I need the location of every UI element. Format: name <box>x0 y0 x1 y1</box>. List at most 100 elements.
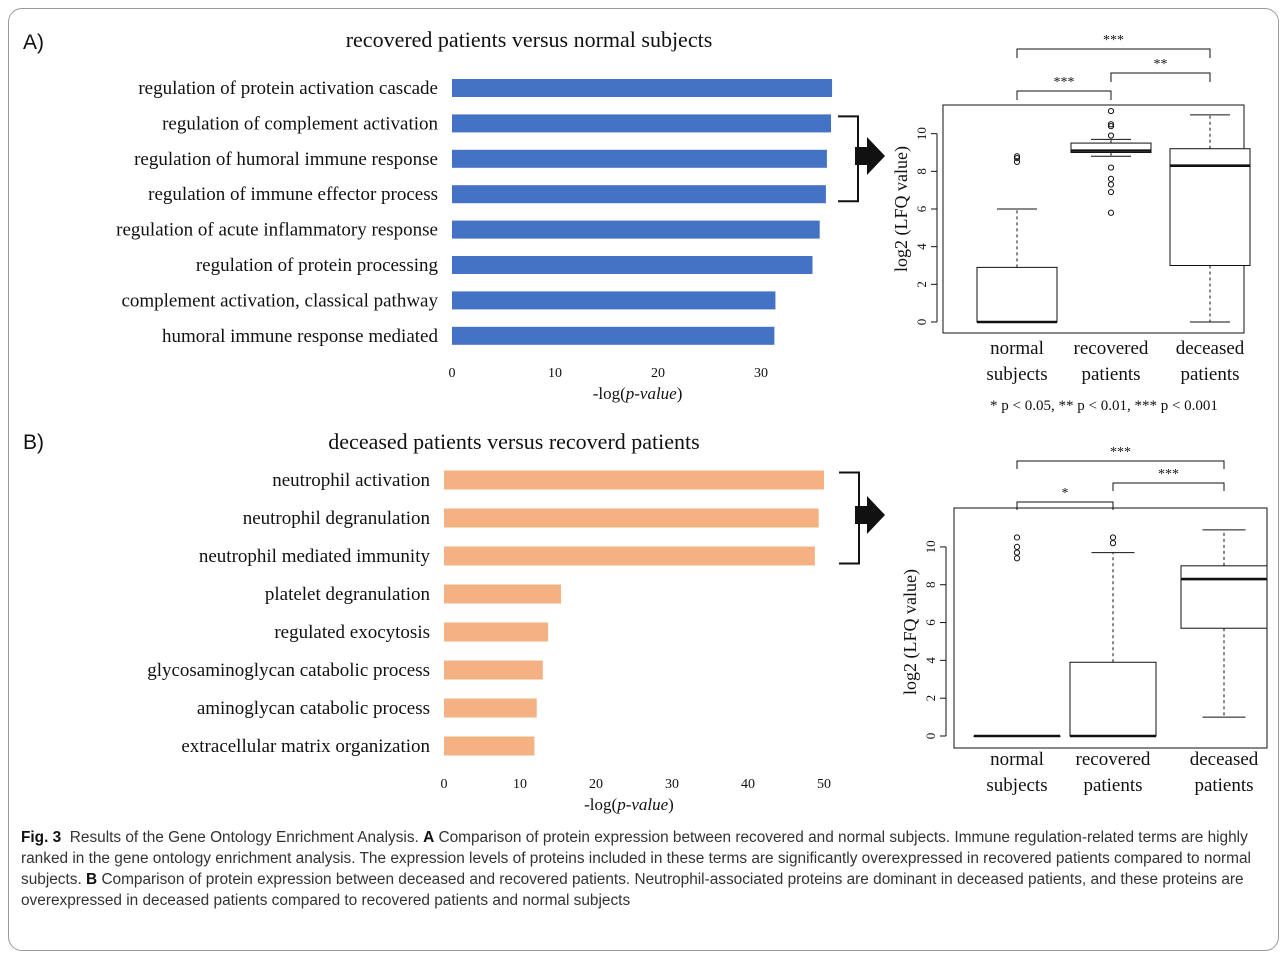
y-tick-label: 10 <box>923 540 938 553</box>
figure: A) recovered patients versus normal subj… <box>8 8 1279 951</box>
category-label: neutrophil activation <box>272 470 430 491</box>
outlier-point <box>1107 175 1115 182</box>
outlier-point <box>1107 188 1115 196</box>
category-label: regulation of humoral immune response <box>134 149 438 170</box>
arrow-shape <box>855 137 885 175</box>
category-label: neutrophil degranulation <box>243 508 431 529</box>
bar <box>444 584 562 604</box>
box <box>976 266 1058 323</box>
x-axis-label-part: -log( <box>593 384 626 403</box>
x-tick-label: 0 <box>449 366 456 381</box>
y-tick-label: 4 <box>914 243 929 250</box>
significance-label: *** <box>1103 33 1124 48</box>
category-label: regulation of immune effector process <box>148 184 438 205</box>
box-category-label: patients <box>1083 775 1142 796</box>
y-axis-label: log2 (LFQ value) <box>900 569 921 695</box>
panel-a-title: recovered patients versus normal subject… <box>346 27 713 52</box>
x-tick-label: 10 <box>548 366 562 381</box>
significance-bracket <box>1016 48 1211 58</box>
bar <box>452 326 775 345</box>
caption-fig-label: Fig. 3 <box>21 829 62 846</box>
category-label: complement activation, classical pathway <box>121 290 438 311</box>
x-tick-label: 30 <box>754 366 768 381</box>
box-category-label: subjects <box>986 775 1047 796</box>
outlier-point <box>1013 555 1021 562</box>
significance-label: *** <box>1110 445 1131 460</box>
y-tick-label: 8 <box>914 168 929 175</box>
x-tick-label: 40 <box>741 777 755 792</box>
category-label: extracellular matrix organization <box>181 736 430 757</box>
box-category-label: deceased <box>1176 338 1245 359</box>
panel-a-arrow-icon <box>855 137 885 175</box>
bar <box>452 256 813 274</box>
x-tick-label: 20 <box>651 366 665 381</box>
bar <box>452 185 826 204</box>
y-tick-label: 4 <box>923 657 938 664</box>
box-category-label: recovered <box>1074 338 1149 359</box>
box-category-label: patients <box>1180 364 1239 385</box>
caption-label-a: A <box>423 829 435 846</box>
category-label: regulation of protein activation cascade <box>138 78 438 99</box>
outlier-point <box>1013 153 1021 160</box>
outlier-point <box>1109 540 1117 547</box>
x-tick-label: 30 <box>665 777 679 792</box>
panel-a-bar-chart: regulation of protein activation cascade… <box>116 78 833 403</box>
bar <box>444 736 535 756</box>
category-label: neutrophil mediated immunity <box>199 546 431 567</box>
panel-b-boxplot: 0 2 4 6 8 10 log2 (LFQ value) normal subjects rec… <box>900 445 1268 796</box>
bar <box>452 114 832 133</box>
y-tick-label: 0 <box>914 319 929 326</box>
category-label: humoral immune response mediated <box>162 326 438 347</box>
box <box>1180 565 1268 629</box>
significance-bracket <box>1016 460 1225 469</box>
category-label: regulation of acute inflammatory respons… <box>116 220 438 241</box>
box-category-label: patients <box>1194 775 1253 796</box>
outlier-point <box>1107 164 1115 171</box>
outlier-point <box>1013 155 1021 162</box>
significance-label: *** <box>1158 467 1179 482</box>
category-label: glycosaminoglycan catabolic process <box>147 660 430 681</box>
outlier-point <box>1107 107 1115 115</box>
plot-frame <box>953 507 1268 749</box>
x-axis-label-part: p-value <box>625 384 677 403</box>
panel-b-arrow-icon <box>855 496 885 534</box>
box <box>1069 661 1157 737</box>
significance-label: * <box>1062 486 1069 501</box>
x-axis-label-part: p-value <box>616 795 668 814</box>
outlier-point <box>1013 534 1021 541</box>
arrow-shape <box>855 496 885 534</box>
bar <box>444 698 537 718</box>
box <box>1070 142 1152 153</box>
category-label: regulation of complement activation <box>162 113 438 134</box>
y-tick-label: 2 <box>923 695 938 702</box>
caption-intro: Results of the Gene Ontology Enrichment … <box>69 829 419 846</box>
y-tick-label: 10 <box>914 127 929 140</box>
category-label: aminoglycan catabolic process <box>197 698 430 719</box>
y-tick-label: 6 <box>914 205 929 212</box>
caption-text-b: Comparison of protein expression between… <box>21 871 1244 909</box>
outlier-point <box>1013 543 1021 551</box>
figure-caption: Fig. 3 Results of the Gene Ontology Enri… <box>21 827 1265 911</box>
bar <box>444 470 824 490</box>
box <box>1169 148 1251 267</box>
category-label: platelet degranulation <box>265 584 431 605</box>
bar <box>452 220 820 239</box>
box-category-label: recovered <box>1076 749 1151 770</box>
panel-b-letter: B) <box>23 431 44 454</box>
y-tick-label: 0 <box>923 733 938 740</box>
x-tick-label: 10 <box>513 777 527 792</box>
panel-a: A) recovered patients versus normal subj… <box>23 27 1251 414</box>
y-tick-label: 2 <box>914 281 929 288</box>
significance-label: *** <box>1054 75 1075 90</box>
x-tick-label: 50 <box>817 777 831 792</box>
y-tick-label: 6 <box>923 619 938 626</box>
outlier-point <box>1013 549 1021 556</box>
bar <box>452 79 833 97</box>
y-axis-label: log2 (LFQ value) <box>891 146 912 272</box>
box-category-label: subjects <box>986 364 1047 385</box>
outlier-point <box>1109 534 1117 541</box>
panel-b-bar-chart: neutrophil activation neutrophil degranul… <box>147 470 831 814</box>
outlier-point <box>1107 121 1115 128</box>
box-category-label: normal <box>990 338 1044 359</box>
significance-bracket <box>1016 501 1114 510</box>
